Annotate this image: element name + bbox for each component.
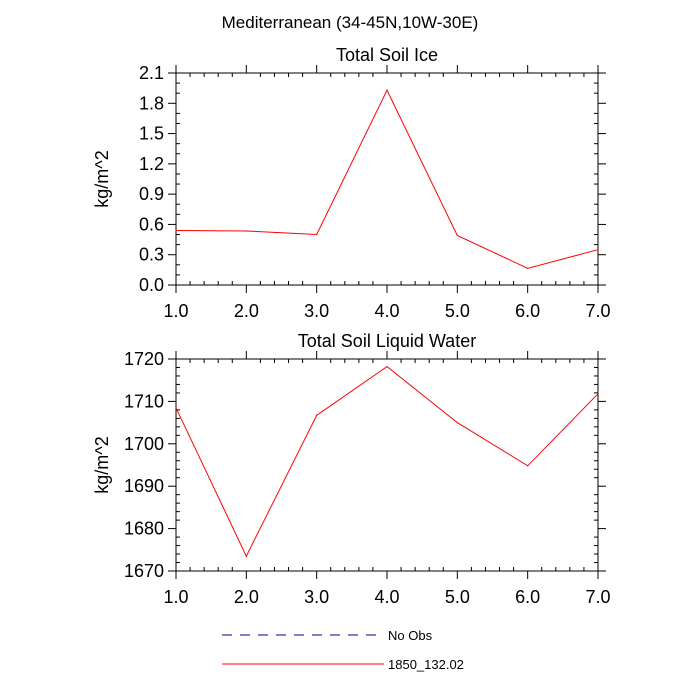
y-tick-label: 1720	[124, 349, 164, 369]
x-tick-label: 7.0	[585, 301, 610, 321]
x-tick-label: 2.0	[234, 587, 259, 607]
x-tick-label: 1.0	[163, 301, 188, 321]
series-line	[175, 89, 599, 269]
panel-title: Total Soil Ice	[336, 45, 438, 65]
y-tick-label: 1690	[124, 476, 164, 496]
data-point	[527, 465, 529, 467]
y-axis-label: kg/m^2	[92, 150, 112, 207]
x-tick-label: 5.0	[445, 587, 470, 607]
y-tick-label: 1.2	[139, 154, 164, 174]
data-point	[245, 555, 247, 557]
y-tick-label: 1670	[124, 561, 164, 581]
y-tick-label: 0.6	[139, 214, 164, 234]
x-tick-label: 5.0	[445, 301, 470, 321]
y-tick-label: 0.9	[139, 184, 164, 204]
x-tick-label: 7.0	[585, 587, 610, 607]
y-axis-label: kg/m^2	[92, 436, 112, 493]
y-tick-label: 2.1	[139, 63, 164, 83]
y-tick-label: 1710	[124, 391, 164, 411]
y-tick-label: 1680	[124, 519, 164, 539]
legend-label-no-obs: No Obs	[388, 628, 433, 643]
data-point	[175, 229, 177, 232]
x-tick-label: 1.0	[163, 587, 188, 607]
series-line	[175, 365, 599, 558]
data-point	[386, 89, 388, 91]
data-point	[386, 366, 388, 368]
data-point	[597, 393, 599, 395]
plot-frame	[175, 72, 599, 286]
panel-total-soil-liquid-water: Total Soil Liquid Water 1.0 2.0 3.0 4.0 5.0 6.…	[92, 331, 611, 607]
y-tick-label: 0.0	[139, 275, 164, 295]
x-tick-label: 6.0	[515, 301, 540, 321]
x-tick-label: 3.0	[304, 587, 329, 607]
legend: No Obs 1850_132.02	[222, 628, 464, 672]
x-tick-label: 4.0	[374, 301, 399, 321]
data-point	[175, 407, 177, 409]
x-tick-label: 3.0	[304, 301, 329, 321]
data-point	[456, 422, 458, 424]
data-point	[316, 233, 318, 236]
data-point	[527, 267, 529, 269]
data-point	[245, 230, 247, 232]
panel-total-soil-ice: Total Soil Ice 1.0 2.0 3.0 4.0 5.0 6.0 7.0 0.0 0.…	[92, 45, 611, 321]
x-tick-label: 6.0	[515, 587, 540, 607]
plot-frame	[175, 358, 599, 572]
y-tick-label: 1.5	[139, 124, 164, 144]
y-tick-label: 1.8	[139, 93, 164, 113]
figure-suptitle: Mediterranean (34-45N,10W-30E)	[222, 13, 479, 32]
data-point	[597, 249, 599, 251]
data-point	[316, 414, 318, 416]
x-tick-label: 4.0	[374, 587, 399, 607]
y-tick-label: 0.3	[139, 245, 164, 265]
y-tick-label: 1700	[124, 434, 164, 454]
legend-label-1850-132-02: 1850_132.02	[388, 657, 464, 672]
panel-title: Total Soil Liquid Water	[298, 331, 476, 351]
data-point	[456, 234, 458, 237]
x-tick-label: 2.0	[234, 301, 259, 321]
